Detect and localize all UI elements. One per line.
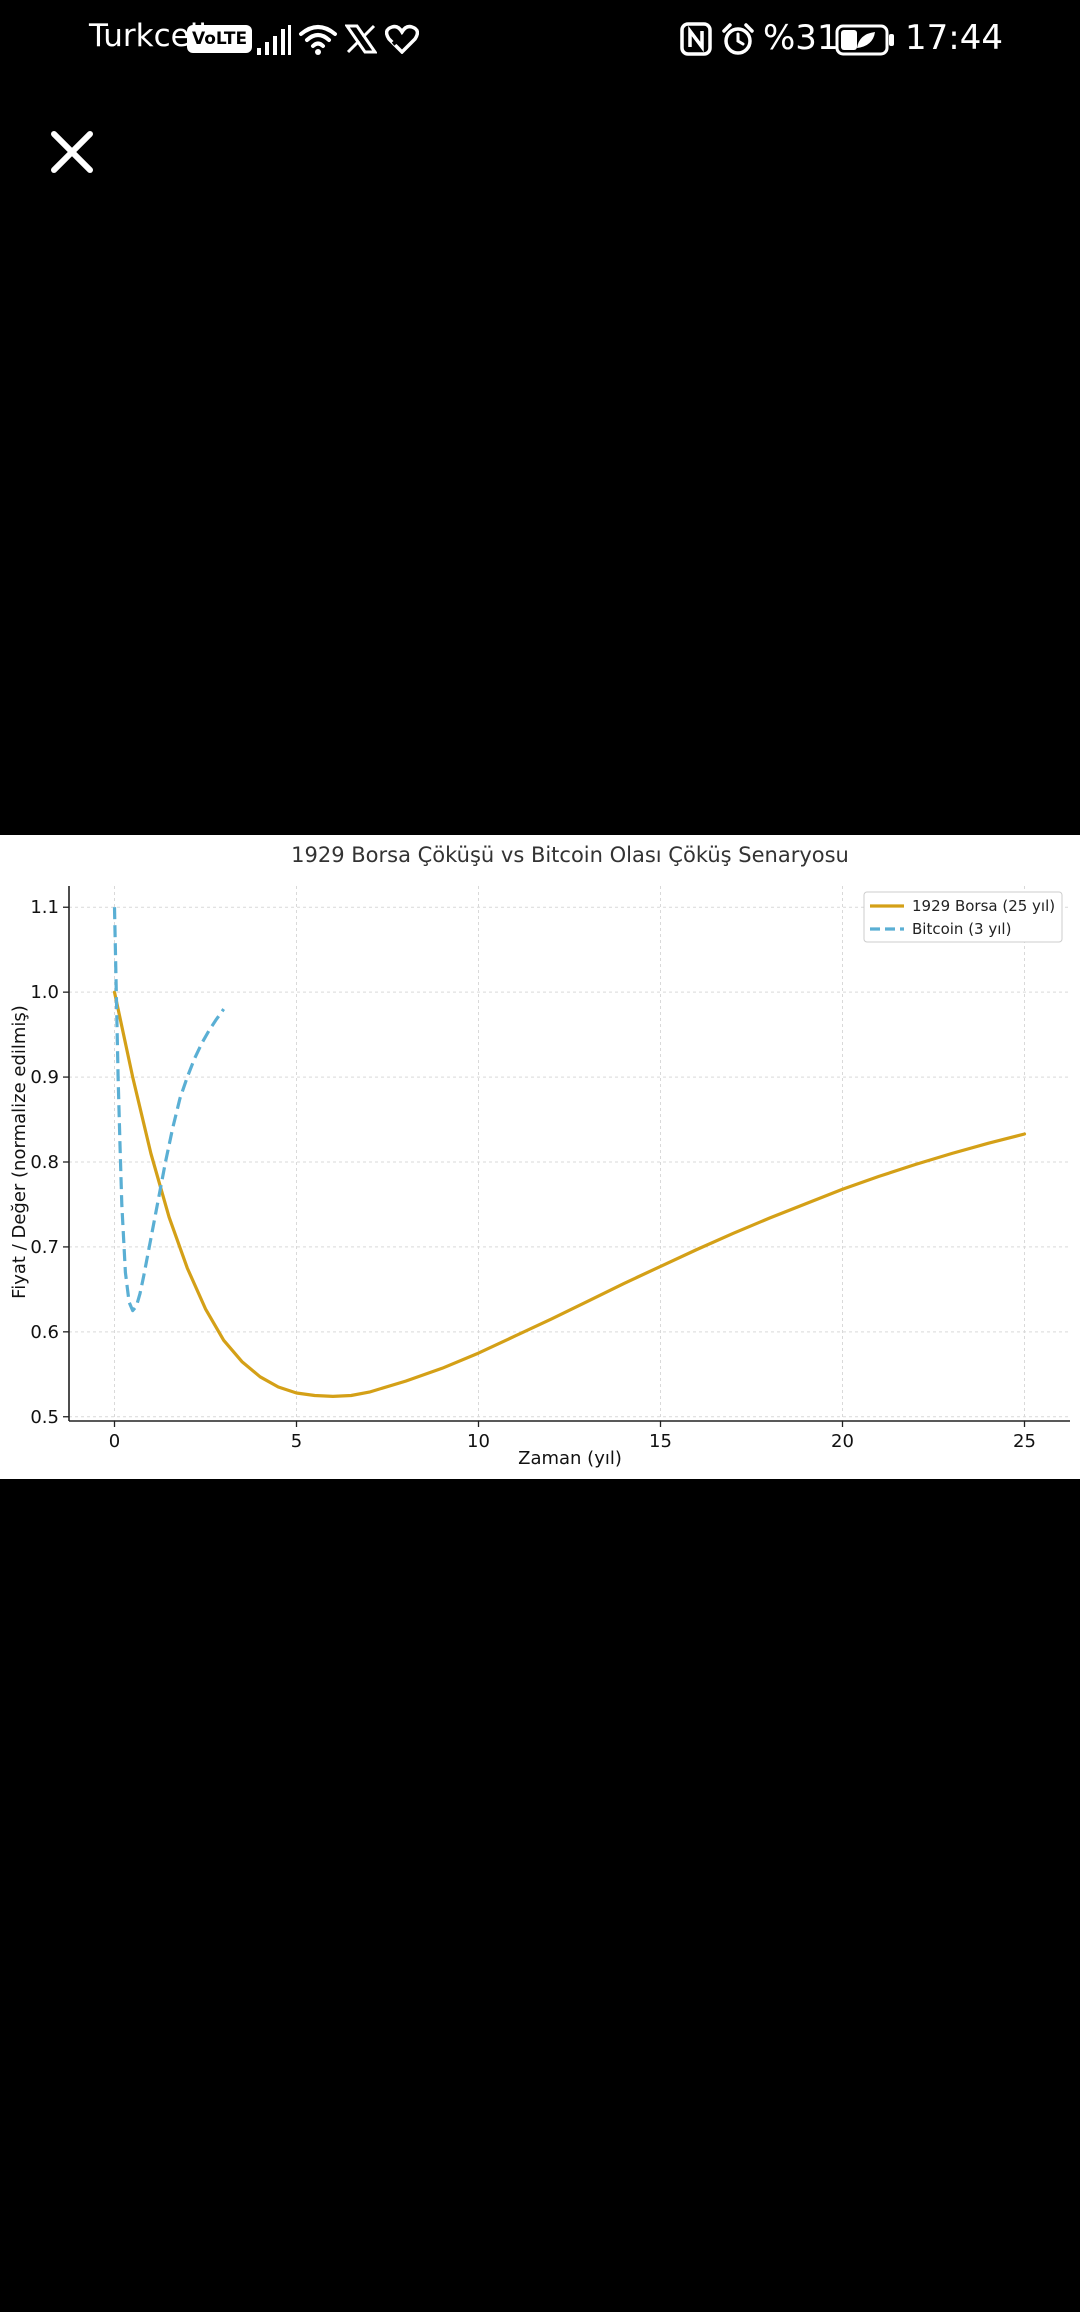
chart-series: [112, 907, 1027, 1399]
y-axis-label: Fiyat / Değer (normalize edilmiş): [9, 1005, 30, 1299]
chart-ticks: 0 5 10 15 20 25 0.5 0.6 0.7 0.8 0.9 1.0 1.1: [30, 897, 1036, 1452]
x-tick-label: 20: [831, 1431, 854, 1452]
health-app-icon: [385, 24, 419, 54]
nfc-icon: [680, 22, 712, 56]
y-tick-label: 0.8: [30, 1152, 59, 1173]
y-tick-label: 1.0: [30, 982, 59, 1003]
wifi-icon: [299, 25, 337, 55]
battery-icon: [835, 24, 894, 56]
chart-legend: 1929 Borsa (25 yıl) Bitcoin (3 yıl): [863, 891, 1063, 943]
image-viewer[interactable]: 1929 Borsa Çöküşü vs Bitcoin Olası Çöküş…: [0, 835, 1080, 1479]
y-tick-label: 1.1: [30, 897, 59, 918]
signal-icon: [257, 25, 291, 55]
volte-badge: VoLTE: [187, 25, 253, 53]
status-time: 17:44: [905, 18, 1003, 58]
x-tick-label: 15: [649, 1431, 672, 1452]
legend-label-0: 1929 Borsa (25 yıl): [912, 897, 1055, 915]
legend-box: [863, 891, 1063, 943]
chart-grid: [69, 886, 1070, 1421]
series-line-0: [112, 990, 1027, 1399]
x-tick-label: 0: [109, 1431, 120, 1452]
x-tick-label: 25: [1013, 1431, 1036, 1452]
y-tick-label: 0.7: [30, 1237, 59, 1258]
y-tick-label: 0.6: [30, 1322, 59, 1343]
y-tick-label: 0.5: [30, 1407, 59, 1428]
x-axis-label: Zaman (yıl): [518, 1448, 622, 1469]
chart-title: 1929 Borsa Çöküşü vs Bitcoin Olası Çöküş…: [291, 843, 849, 867]
series-line-1: [112, 907, 226, 1313]
x-tick-label: 10: [467, 1431, 490, 1452]
status-bar: Turkcell VoLTE %31 17:4: [0, 0, 1080, 82]
close-icon[interactable]: [40, 120, 104, 184]
line-chart: 1929 Borsa Çöküşü vs Bitcoin Olası Çöküş…: [9, 843, 1070, 1469]
legend-label-1: Bitcoin (3 yıl): [912, 920, 1011, 938]
x-tick-label: 5: [291, 1431, 302, 1452]
y-tick-label: 0.9: [30, 1067, 59, 1088]
battery-percent: %31: [763, 18, 839, 58]
x-app-icon: [345, 24, 377, 54]
chart-axes: [68, 886, 1070, 1422]
alarm-icon: [722, 23, 754, 55]
